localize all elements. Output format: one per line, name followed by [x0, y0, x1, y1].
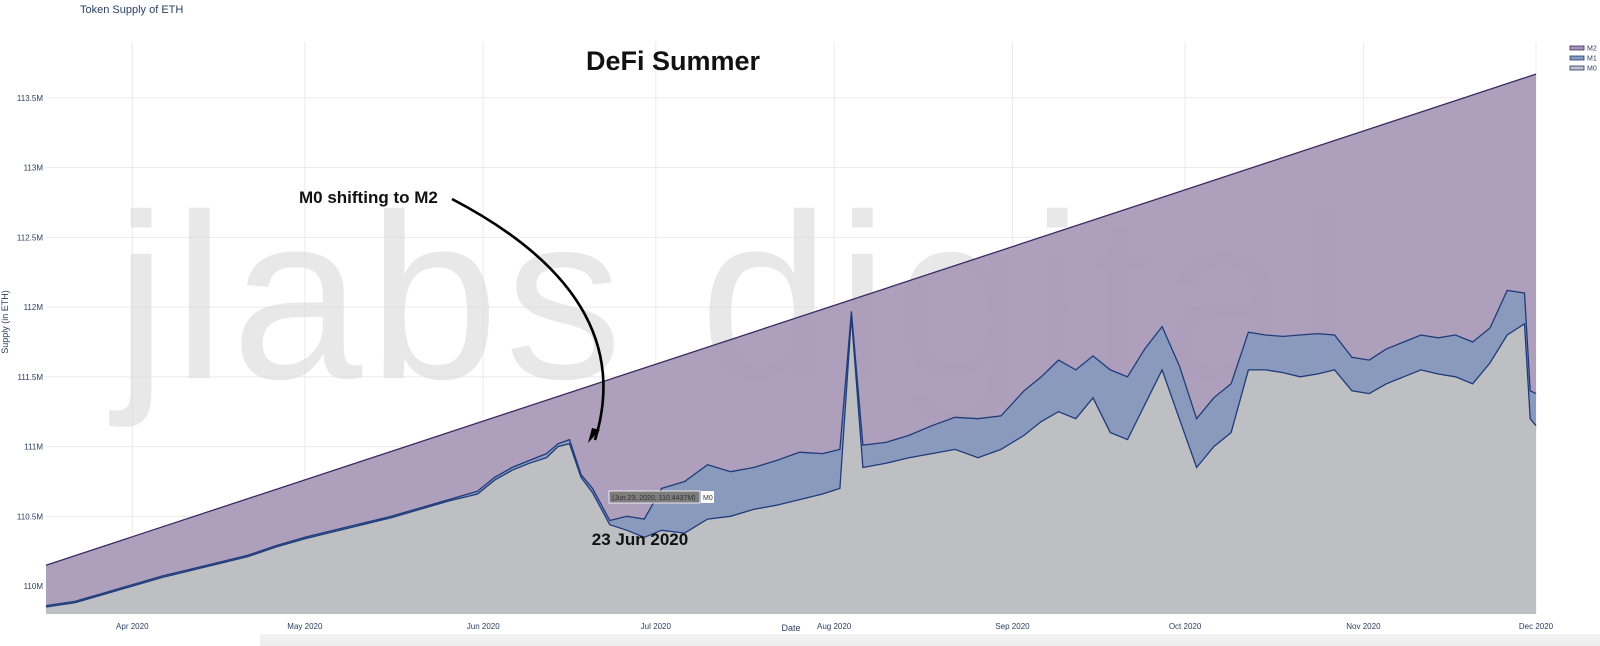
annotation-arrow: [451, 197, 605, 441]
hover-tooltip: (Jun 23, 2020, 110.4437M) M0: [608, 490, 714, 504]
legend-label-m2: M2: [1587, 46, 1597, 53]
arrow-annotation-label: M0 shifting to M2: [299, 188, 438, 207]
x-tick-label: Jul 2020: [641, 622, 672, 631]
legend: M2 M1 M0: [1569, 45, 1597, 73]
bottom-strip: [260, 634, 1600, 646]
x-axis-ticks: Apr 2020 May 2020 Jun 2020 Jul 2020 Aug 2020…: [116, 622, 1554, 631]
legend-label-m0: M0: [1587, 66, 1597, 73]
y-tick-label: 113M: [24, 164, 44, 173]
legend-swatch-m2: [1569, 45, 1585, 51]
tooltip-series: M0: [703, 495, 713, 502]
tooltip-text: (Jun 23, 2020, 110.4437M): [612, 495, 696, 502]
x-tick-label: Sep 2020: [995, 622, 1030, 631]
arrow-head-icon: [588, 428, 600, 443]
x-axis-title: Date: [781, 623, 800, 633]
y-tick-label: 111M: [24, 443, 43, 452]
line-m0: [45, 316, 1537, 608]
legend-label-m1: M1: [1587, 56, 1597, 63]
x-tick-label: Apr 2020: [116, 622, 149, 631]
x-tick-label: Nov 2020: [1346, 622, 1381, 631]
y-tick-label: 111.5M: [18, 373, 44, 382]
y-tick-label: 113.5M: [17, 94, 43, 103]
y-tick-label: 110.5M: [17, 512, 43, 521]
line-m1: [45, 289, 1537, 607]
area-m0: [46, 316, 1536, 614]
y-tick-label: 112.5M: [17, 233, 43, 242]
page-title: Token Supply of ETH: [80, 4, 184, 16]
x-tick-label: Aug 2020: [817, 622, 852, 631]
y-tick-label: 110M: [24, 582, 44, 591]
x-tick-label: Oct 2020: [1169, 622, 1202, 631]
line-m2: [45, 73, 1537, 566]
headline-annotation: DeFi Summer: [586, 46, 761, 76]
x-tick-label: May 2020: [287, 622, 323, 631]
x-tick-label: Dec 2020: [1519, 622, 1554, 631]
y-axis-ticks: 110M 110.5M 111M 111.5M 112M 112.5M 113M 113.5M: [17, 94, 43, 591]
y-axis-title: Supply (in ETH): [0, 290, 10, 354]
y-tick-label: 112M: [24, 303, 44, 312]
series-areas: [45, 73, 1537, 615]
legend-swatch-m0: [1569, 65, 1585, 71]
date-annotation: 23 Jun 2020: [592, 530, 688, 549]
legend-swatch-m1: [1569, 55, 1585, 61]
x-tick-label: Jun 2020: [467, 622, 500, 631]
